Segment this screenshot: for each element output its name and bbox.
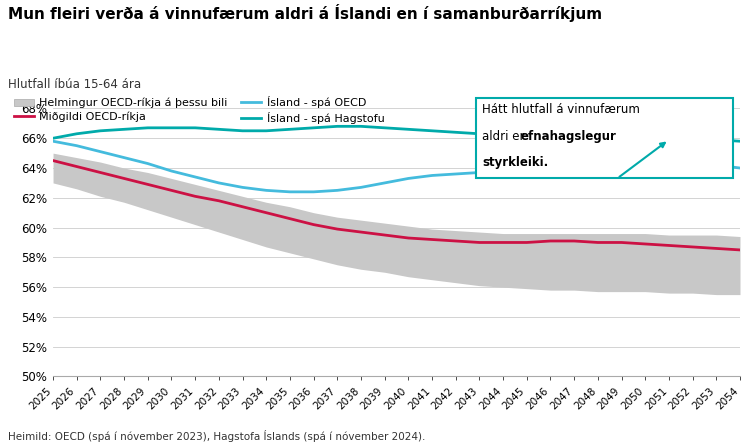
Text: Mun fleiri verða á vinnufærum aldri á Íslandi en í samanburðarríkjum: Mun fleiri verða á vinnufærum aldri á Ís… [8, 4, 602, 23]
Text: aldri er: aldri er [482, 131, 528, 143]
Text: styrkleiki.: styrkleiki. [482, 156, 549, 169]
Text: Hlutfall íbúa 15-64 ára: Hlutfall íbúa 15-64 ára [8, 78, 141, 91]
FancyBboxPatch shape [476, 98, 733, 178]
Text: efnahagslegur: efnahagslegur [520, 131, 616, 143]
Legend: Helmingur OECD-ríkja á þessu bili, Miðgildi OECD-ríkja, Ísland - spá OECD, Íslan: Helmingur OECD-ríkja á þessu bili, Miðgi… [14, 96, 384, 123]
Text: Heimild: OECD (spá í nóvember 2023), Hagstofa Íslands (spá í nóvember 2024).: Heimild: OECD (spá í nóvember 2023), Hag… [8, 430, 425, 442]
Text: Hátt hlutfall á vinnufærum: Hátt hlutfall á vinnufærum [482, 103, 640, 116]
